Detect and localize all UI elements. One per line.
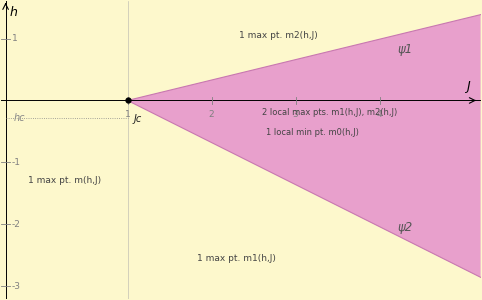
Text: -1: -1 bbox=[12, 158, 20, 167]
Text: 1 max pt. m1(h,J): 1 max pt. m1(h,J) bbox=[197, 254, 276, 263]
Text: 1: 1 bbox=[12, 34, 17, 43]
Text: -3: -3 bbox=[12, 282, 20, 291]
Text: 3: 3 bbox=[293, 110, 298, 119]
Text: -2: -2 bbox=[12, 220, 20, 229]
Text: ψ1: ψ1 bbox=[397, 43, 413, 56]
Text: 2 local max pts. m1(h,J), m2(h,J): 2 local max pts. m1(h,J), m2(h,J) bbox=[262, 108, 397, 117]
Text: h: h bbox=[10, 6, 18, 19]
Polygon shape bbox=[128, 15, 481, 277]
Text: 1 local min pt. m0(h,J): 1 local min pt. m0(h,J) bbox=[266, 128, 359, 137]
Text: Jc: Jc bbox=[134, 114, 142, 124]
Text: 1: 1 bbox=[125, 110, 130, 119]
Text: 1 max pt. m2(h,J): 1 max pt. m2(h,J) bbox=[240, 31, 318, 40]
Text: J: J bbox=[466, 80, 470, 93]
Text: 4: 4 bbox=[377, 110, 383, 119]
Text: hc: hc bbox=[14, 113, 26, 123]
Text: 1 max pt. m(h,J): 1 max pt. m(h,J) bbox=[28, 176, 101, 185]
Text: 2: 2 bbox=[209, 110, 214, 119]
Text: ψ2: ψ2 bbox=[397, 221, 413, 234]
